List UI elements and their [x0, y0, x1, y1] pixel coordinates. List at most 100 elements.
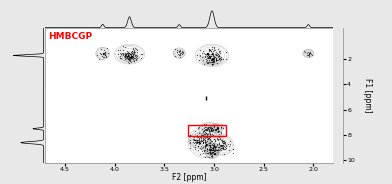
Point [187, 134, 193, 137]
Point [200, 139, 206, 142]
Point [122, 57, 128, 60]
Point [209, 151, 216, 153]
Point [218, 144, 225, 146]
Point [196, 141, 202, 144]
Point [221, 139, 227, 142]
Point [127, 56, 134, 59]
Point [208, 49, 214, 52]
Point [218, 130, 224, 133]
Point [211, 128, 218, 131]
Point [176, 50, 182, 53]
Point [218, 125, 224, 128]
Point [207, 151, 213, 154]
Point [100, 51, 107, 54]
Point [100, 52, 106, 55]
Point [212, 48, 218, 51]
Point [132, 55, 138, 58]
Point [131, 60, 137, 63]
Point [211, 58, 218, 61]
Point [209, 151, 215, 154]
Point [207, 152, 213, 155]
Point [218, 143, 224, 146]
Point [216, 57, 222, 60]
Point [201, 63, 207, 66]
Point [210, 147, 216, 150]
Point [191, 146, 198, 149]
Point [126, 52, 132, 55]
Point [197, 146, 203, 149]
Point [132, 50, 138, 53]
Point [208, 125, 214, 128]
Point [96, 57, 102, 60]
Point [220, 58, 226, 61]
Point [209, 140, 215, 143]
Point [211, 145, 217, 148]
Point [128, 53, 134, 56]
Point [209, 58, 215, 61]
Point [209, 58, 215, 61]
Point [223, 145, 229, 148]
Point [127, 55, 134, 58]
Point [191, 137, 197, 140]
Point [204, 60, 211, 63]
Point [213, 145, 219, 148]
Point [126, 55, 132, 58]
Point [211, 144, 217, 147]
Point [204, 52, 211, 55]
Point [197, 142, 203, 145]
Point [209, 52, 216, 55]
Point [130, 48, 136, 51]
Point [102, 53, 108, 56]
Point [98, 52, 105, 55]
Point [220, 139, 226, 142]
Point [180, 51, 186, 54]
Point [197, 54, 203, 57]
Point [203, 144, 209, 147]
Point [210, 57, 216, 60]
Point [204, 139, 210, 142]
Point [214, 61, 220, 64]
Point [220, 144, 226, 147]
Point [207, 49, 213, 52]
Point [205, 151, 211, 154]
Point [124, 52, 131, 55]
Point [203, 52, 209, 55]
Point [215, 126, 221, 129]
Point [207, 149, 213, 152]
Point [302, 51, 309, 54]
Point [197, 134, 203, 137]
Point [203, 56, 210, 59]
Point [179, 51, 185, 54]
Point [222, 146, 228, 149]
Point [125, 52, 131, 55]
Point [217, 137, 223, 140]
Point [215, 148, 221, 151]
Point [206, 141, 212, 144]
Point [199, 139, 205, 142]
Point [204, 61, 210, 64]
Point [214, 126, 221, 129]
Point [217, 147, 223, 150]
Point [194, 140, 200, 143]
Point [201, 148, 207, 151]
Point [213, 56, 219, 59]
Point [190, 140, 196, 143]
Point [200, 141, 206, 144]
Point [218, 144, 224, 147]
Point [202, 140, 208, 143]
Point [216, 146, 223, 148]
Point [103, 55, 109, 58]
Point [201, 135, 207, 138]
Point [200, 140, 206, 143]
Point [175, 52, 181, 55]
Point [212, 57, 219, 60]
Point [132, 53, 139, 56]
Point [187, 141, 193, 144]
Point [211, 60, 217, 63]
Point [220, 142, 226, 145]
Point [208, 128, 214, 131]
Point [222, 141, 229, 144]
Point [202, 144, 209, 146]
Point [125, 54, 131, 57]
Point [195, 145, 201, 148]
